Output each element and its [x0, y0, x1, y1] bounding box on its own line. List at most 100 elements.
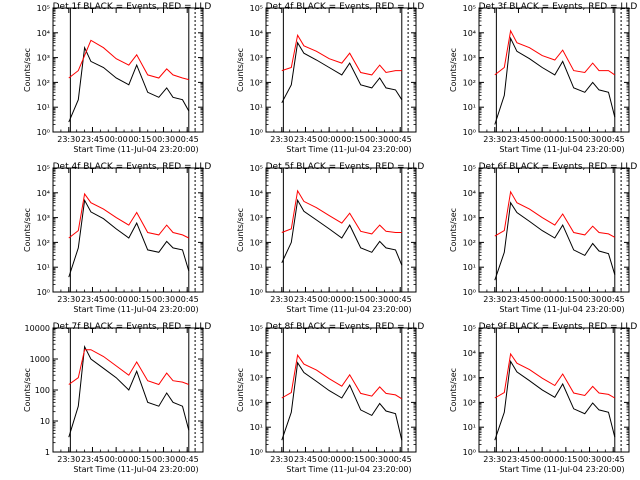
x-tick-label: 00:15 [554, 295, 577, 304]
plot-frame [478, 327, 630, 453]
y-tick-label: 10⁵ [250, 4, 263, 13]
x-tick-label: 00:15 [128, 295, 151, 304]
x-tick-label: 23:45 [507, 135, 530, 144]
y-tick-label: 10000 [25, 324, 50, 333]
x-tick-label: 00:45 [389, 455, 412, 464]
x-tick-label: 23:30 [57, 455, 80, 464]
x-tick-label: 23:45 [507, 455, 530, 464]
x-axis-label: Start Time (11-Jul-04 23:20:00) [286, 145, 411, 154]
x-tick-label: 23:30 [270, 135, 293, 144]
y-tick-label: 10² [250, 78, 263, 87]
plot-panel: Det 3f BLACK = Events, RED = LLD Counts/s… [449, 2, 637, 154]
y-tick-label: 10⁵ [37, 164, 50, 173]
y-tick-label: 10⁵ [463, 164, 476, 173]
y-tick-label: 10⁴ [463, 189, 476, 198]
plot-title: Det 4f BLACK = Events, RED = LLD [266, 2, 425, 12]
y-tick-label: 10² [37, 238, 50, 247]
plot-panel: Det 5f BLACK = Events, RED = LLD Counts/s… [236, 162, 424, 314]
x-tick-label: 00:00 [105, 135, 128, 144]
y-axis-label: Counts/sec [236, 48, 245, 92]
x-tick-label: 00:30 [578, 135, 601, 144]
y-tick-label: 10² [463, 238, 476, 247]
y-tick-label: 10² [37, 78, 50, 87]
y-tick-label: 10⁰ [463, 448, 476, 457]
y-tick-label: 10⁵ [463, 324, 476, 333]
series-events-line [68, 198, 190, 278]
y-axis-label: Counts/sec [236, 368, 245, 412]
y-axis-label: Counts/sec [449, 48, 458, 92]
x-tick-label: 00:30 [152, 455, 175, 464]
series-events-line [494, 36, 616, 125]
x-axis-label: Start Time (11-Jul-04 23:20:00) [73, 305, 198, 314]
series-lld-line [68, 192, 190, 239]
x-tick-label: 23:45 [81, 295, 104, 304]
x-tick-label: 00:00 [105, 455, 128, 464]
plot-panel: Det 1f BLACK = Events, RED = LLD Counts/s… [23, 2, 211, 154]
x-tick-label: 00:15 [341, 455, 364, 464]
plot-title: Det 4f BLACK = Events, RED = LLD [53, 162, 212, 172]
y-tick-label: 10² [250, 398, 263, 407]
plot-frame [52, 7, 204, 133]
x-tick-label: 00:00 [105, 295, 128, 304]
x-tick-label: 23:30 [483, 295, 506, 304]
x-axis-label: Start Time (11-Jul-04 23:20:00) [499, 145, 624, 154]
x-tick-label: 23:30 [483, 455, 506, 464]
series-lld-line [281, 189, 402, 235]
x-axis-label: Start Time (11-Jul-04 23:20:00) [286, 465, 411, 474]
x-axis-label: Start Time (11-Jul-04 23:20:00) [286, 305, 411, 314]
y-tick-label: 10¹ [250, 263, 263, 272]
x-axis-label: Start Time (11-Jul-04 23:20:00) [73, 145, 198, 154]
x-tick-label: 00:30 [365, 455, 388, 464]
x-tick-label: 23:45 [507, 295, 530, 304]
y-tick-label: 10⁴ [463, 349, 476, 358]
x-tick-label: 23:45 [294, 295, 317, 304]
x-tick-label: 00:30 [578, 295, 601, 304]
y-tick-label: 10³ [37, 54, 50, 63]
y-tick-label: 10¹ [37, 263, 50, 272]
x-tick-label: 00:00 [531, 295, 554, 304]
plot-panel: Det 7f BLACK = Events, RED = LLD Counts/s… [23, 322, 211, 474]
x-tick-label: 23:30 [270, 455, 293, 464]
plot-frame [265, 167, 417, 293]
x-tick-label: 00:45 [602, 135, 625, 144]
plot-title: Det 8f BLACK = Events, RED = LLD [266, 322, 425, 332]
x-tick-label: 00:30 [152, 295, 175, 304]
x-tick-label: 00:45 [389, 295, 412, 304]
y-tick-label: 10⁴ [250, 189, 263, 198]
x-tick-label: 00:00 [531, 135, 554, 144]
x-tick-label: 00:15 [554, 135, 577, 144]
x-tick-label: 23:30 [270, 295, 293, 304]
y-tick-label: 10⁰ [463, 288, 476, 297]
plot-frame [478, 167, 630, 293]
y-axis-label: Counts/sec [236, 208, 245, 252]
x-tick-label: 00:45 [176, 135, 199, 144]
y-axis-label: Counts/sec [23, 208, 32, 252]
y-tick-label: 1 [45, 448, 50, 457]
x-tick-label: 00:00 [318, 295, 341, 304]
y-tick-label: 10⁴ [37, 189, 50, 198]
x-tick-label: 00:30 [152, 135, 175, 144]
y-tick-label: 10¹ [250, 103, 263, 112]
x-tick-label: 00:45 [176, 295, 199, 304]
x-tick-label: 00:30 [365, 295, 388, 304]
series-events-line [494, 201, 616, 281]
y-axis-label: Counts/sec [449, 208, 458, 252]
y-tick-label: 10² [463, 78, 476, 87]
y-tick-label: 10⁰ [250, 448, 263, 457]
y-tick-label: 10⁰ [37, 288, 50, 297]
y-tick-label: 10⁰ [463, 128, 476, 137]
x-tick-label: 23:30 [57, 295, 80, 304]
plot-title: Det 6f BLACK = Events, RED = LLD [479, 162, 638, 172]
x-tick-label: 00:45 [176, 455, 199, 464]
series-lld-line [68, 349, 189, 386]
y-tick-label: 10⁴ [463, 29, 476, 38]
plot-frame [52, 167, 204, 293]
y-tick-label: 10⁵ [463, 4, 476, 13]
plot-title: Det 9f BLACK = Events, RED = LLD [479, 322, 638, 332]
y-axis-label: Counts/sec [23, 368, 32, 412]
y-tick-label: 10¹ [463, 423, 476, 432]
series-lld-line [281, 353, 403, 400]
y-tick-label: 10¹ [37, 103, 50, 112]
series-events-line [281, 198, 403, 266]
x-tick-label: 00:45 [389, 135, 412, 144]
